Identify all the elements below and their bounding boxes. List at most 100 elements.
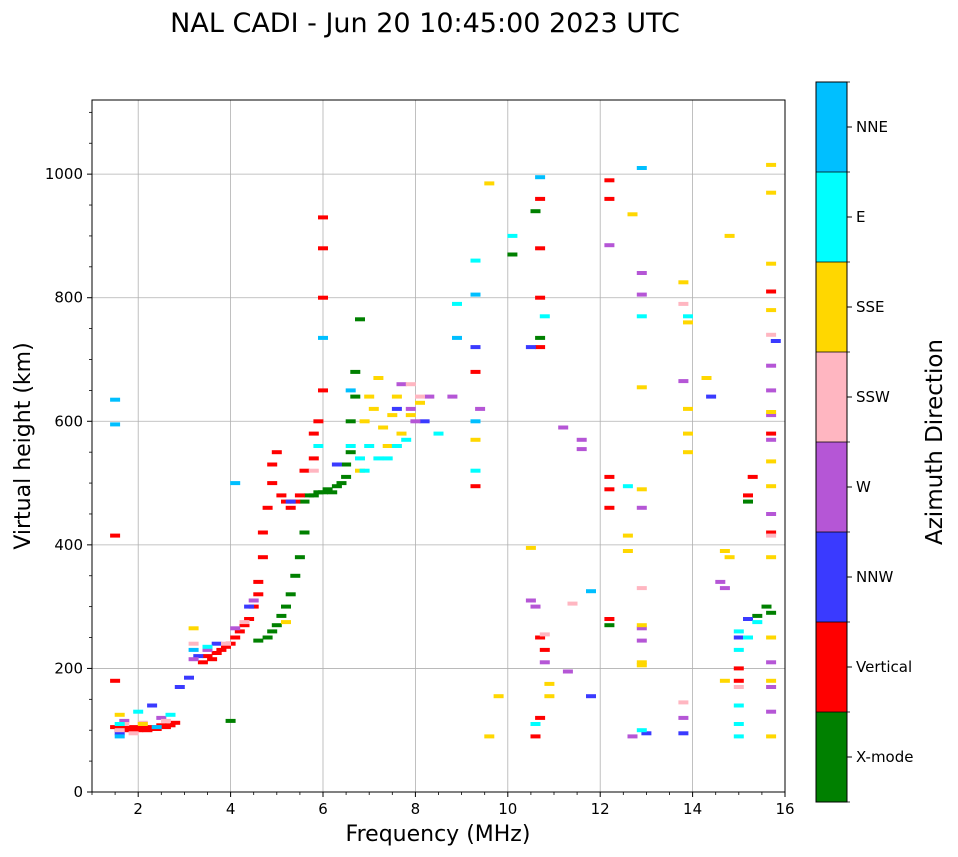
colorbar-segment — [816, 532, 847, 622]
data-point — [221, 641, 231, 646]
data-point — [678, 280, 689, 285]
y-tick-label: 600 — [54, 412, 83, 430]
data-point — [683, 314, 693, 319]
data-point — [636, 638, 647, 643]
data-point — [415, 400, 425, 405]
data-point — [368, 406, 379, 411]
data-point — [271, 623, 282, 628]
data-point — [535, 295, 546, 300]
data-point — [133, 728, 144, 733]
data-point — [133, 709, 144, 714]
data-point — [276, 613, 287, 618]
y-tick-label: 0 — [73, 783, 83, 801]
data-point — [391, 406, 402, 411]
data-point — [470, 345, 481, 350]
data-point — [747, 474, 758, 479]
data-point — [114, 722, 125, 726]
data-point — [766, 660, 777, 665]
data-point — [484, 734, 495, 739]
colorbar-label: NNW — [856, 568, 893, 586]
data-point — [230, 626, 241, 631]
data-point — [766, 484, 777, 489]
data-point — [359, 468, 370, 473]
x-tick-label: 16 — [775, 800, 794, 818]
data-point — [147, 703, 158, 708]
colorbar-label: SSW — [856, 388, 890, 406]
data-point — [318, 215, 328, 220]
data-point — [507, 252, 518, 257]
data-point — [401, 437, 412, 442]
data-point — [719, 549, 730, 553]
x-tick-label: 4 — [226, 800, 236, 818]
data-point — [766, 437, 777, 442]
colorbar-title: Azimuth Direction — [922, 339, 948, 545]
data-point — [452, 301, 462, 306]
data-point — [290, 573, 301, 578]
data-point — [355, 317, 365, 322]
data-point — [636, 292, 647, 297]
data-point — [244, 617, 255, 621]
data-point — [267, 629, 278, 634]
colorbar-label: E — [856, 208, 865, 226]
data-point — [193, 654, 204, 659]
data-point — [308, 493, 319, 498]
data-point — [262, 505, 273, 510]
data-point — [188, 641, 199, 646]
data-point — [110, 678, 121, 683]
data-point — [484, 181, 495, 186]
data-point — [165, 723, 176, 728]
data-point — [535, 246, 546, 251]
data-point — [387, 413, 398, 418]
data-point — [405, 406, 416, 411]
data-point — [766, 162, 777, 167]
data-point — [636, 660, 647, 665]
data-point — [567, 601, 578, 606]
data-point — [733, 647, 744, 652]
data-point — [336, 481, 347, 486]
data-point — [622, 533, 633, 538]
data-point — [636, 271, 647, 275]
data-point — [604, 623, 615, 628]
data-point — [318, 388, 328, 393]
data-point — [766, 261, 777, 266]
data-point — [733, 685, 744, 689]
data-point — [766, 678, 777, 683]
data-point — [530, 734, 541, 739]
data-point — [706, 394, 717, 399]
data-point — [766, 635, 777, 640]
series-x-mode — [225, 209, 777, 723]
data-point — [207, 657, 218, 662]
data-point — [262, 635, 273, 640]
data-point — [586, 694, 596, 699]
data-point — [544, 681, 555, 686]
data-point — [604, 505, 615, 510]
data-point — [110, 725, 121, 730]
data-point — [493, 694, 504, 699]
data-point — [318, 335, 328, 340]
data-point — [294, 555, 305, 560]
colorbar: X-mode Vertical NNW W SSW SSE E NNE — [815, 81, 913, 803]
data-point — [535, 345, 546, 350]
data-point — [216, 647, 227, 652]
data-point — [221, 644, 231, 649]
data-point — [766, 685, 777, 689]
data-point — [239, 623, 250, 628]
data-point — [766, 410, 777, 414]
data-point — [359, 419, 370, 424]
data-point — [110, 533, 121, 538]
data-point — [766, 512, 777, 516]
x-tick-label: 14 — [683, 800, 702, 818]
data-point — [285, 499, 296, 504]
x-tick-label: 2 — [133, 800, 143, 818]
data-point — [470, 484, 481, 489]
data-point — [313, 444, 324, 448]
data-point — [188, 657, 199, 662]
data-point — [719, 678, 730, 683]
data-point — [636, 663, 647, 668]
data-point — [766, 530, 777, 535]
data-point — [299, 468, 310, 473]
data-point — [701, 376, 712, 380]
data-point — [239, 620, 250, 625]
data-point — [165, 712, 176, 717]
